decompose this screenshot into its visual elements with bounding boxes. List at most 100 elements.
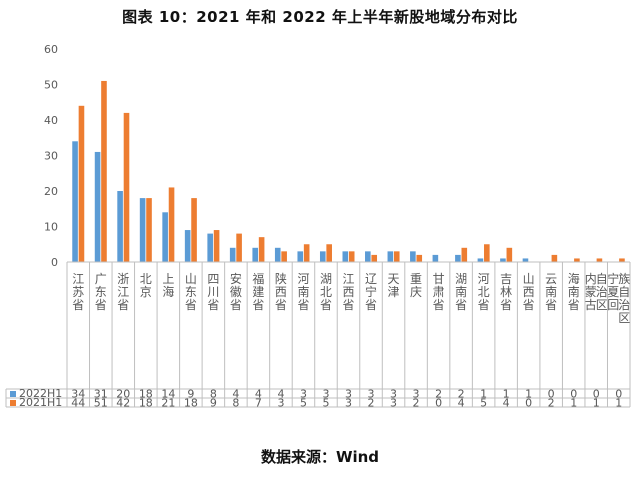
x-tick-label: 四川省: [207, 272, 219, 312]
data-label-2021h1: 1: [615, 397, 622, 410]
bar-2021h1: [619, 258, 625, 262]
bar-2022h1: [297, 251, 304, 262]
legend-label-2022h1: 2022H1: [19, 387, 62, 400]
x-tick-label: 天津: [388, 272, 400, 299]
data-label-2022h1: 3: [300, 388, 307, 401]
x-tick-label: 山东省: [185, 272, 197, 312]
data-label-2022h1: 2: [458, 388, 465, 401]
bar-2022h1: [387, 251, 394, 262]
bar-2022h1: [410, 251, 416, 262]
data-label-2022h1: 0: [570, 388, 577, 401]
data-label-2022h1: 3: [345, 388, 352, 401]
x-tick-label: 江苏省: [72, 272, 84, 312]
x-tick-label: 上海: [162, 272, 174, 299]
data-label-2021h1: 18: [139, 397, 153, 410]
y-tick-label: 60: [44, 43, 58, 56]
bar-2021h1: [123, 112, 130, 263]
bar-2021h1: [574, 258, 580, 262]
data-label-2021h1: 42: [116, 397, 130, 410]
data-label-2021h1: 5: [322, 397, 329, 410]
data-label-2022h1: 9: [187, 388, 194, 401]
legend-swatch-2021h1: [10, 400, 16, 406]
y-tick-label: 50: [44, 79, 58, 92]
data-label-2022h1: 1: [503, 388, 510, 401]
x-tick-label: 内蒙古: [585, 272, 597, 312]
bar-2022h1: [432, 254, 439, 262]
x-tick-label: 湖北省: [320, 271, 332, 312]
data-label-2022h1: 3: [368, 388, 375, 401]
data-label-2021h1: 5: [480, 397, 487, 410]
data-label-2021h1: 3: [345, 397, 352, 410]
data-label-2021h1: 2: [368, 397, 375, 410]
data-label-2021h1: 9: [210, 397, 217, 410]
x-tick-label: 云南省: [545, 272, 557, 312]
x-tick-label: 吉林省: [500, 272, 512, 312]
x-tick-label: 湖南省: [455, 271, 467, 312]
x-tick-label: 福建省: [252, 271, 264, 312]
data-label-2021h1: 0: [525, 397, 532, 410]
bar-2021h1: [281, 251, 287, 262]
bar-2022h1: [229, 247, 236, 262]
bar-2021h1: [146, 198, 152, 262]
bar-2021h1: [236, 233, 242, 262]
x-tick-label: 河南省: [297, 272, 309, 312]
chart-title: 图表 10：2021 年和 2022 年上半年新股地域分布对比: [122, 8, 518, 26]
data-label-2022h1: 8: [210, 388, 217, 401]
data-label-2022h1: 34: [71, 388, 85, 401]
data-label-2021h1: 5: [300, 397, 307, 410]
data-label-2021h1: 21: [161, 397, 175, 410]
x-tick-label: 山西省: [523, 272, 535, 312]
bar-2021h1: [258, 237, 265, 262]
data-label-2022h1: 4: [232, 388, 239, 401]
data-label-2021h1: 4: [458, 397, 465, 410]
data-label-2022h1: 18: [139, 388, 153, 401]
bar-2022h1: [274, 247, 281, 262]
x-tick-label: 海南省: [568, 271, 580, 312]
data-label-2022h1: 3: [390, 388, 397, 401]
x-tick-label: 族自治区: [618, 272, 630, 325]
data-label-2022h1: 4: [277, 388, 284, 401]
data-label-2021h1: 2: [548, 397, 555, 410]
data-label-2022h1: 0: [548, 388, 555, 401]
bar-2022h1: [207, 233, 213, 262]
y-tick-label: 40: [44, 114, 58, 127]
legend-label-2021h1: 2021H1: [19, 396, 62, 409]
x-tick-label: 安徽省: [230, 271, 242, 312]
data-label-2022h1: 31: [94, 388, 108, 401]
data-label-2022h1: 20: [116, 388, 130, 401]
bar-2022h1: [319, 251, 326, 262]
legend-swatch-2022h1: [10, 391, 16, 397]
x-tick-label: 河北省: [478, 272, 490, 312]
bar-2021h1: [326, 244, 332, 262]
bar-2021h1: [101, 80, 107, 262]
data-label-2022h1: 4: [255, 388, 262, 401]
bar-2021h1: [348, 251, 355, 262]
x-tick-label: 重庆: [410, 272, 422, 299]
x-tick-label: 陕西省: [275, 271, 287, 312]
bar-2022h1: [455, 254, 461, 262]
x-tick-label: 浙江省: [117, 272, 129, 312]
data-label-2021h1: 0: [435, 397, 442, 410]
data-label-2021h1: 1: [593, 397, 600, 410]
data-label-2021h1: 44: [71, 397, 85, 410]
y-tick-label: 20: [44, 185, 58, 198]
bar-2021h1: [191, 198, 197, 262]
bar-2022h1: [184, 230, 191, 262]
bar-2022h1: [117, 191, 123, 262]
bar-2022h1: [522, 258, 529, 262]
data-label-2021h1: 3: [277, 397, 284, 410]
bar-2021h1: [213, 230, 220, 262]
data-label-2022h1: 0: [593, 388, 600, 401]
x-tick-label: 甘肃省: [433, 272, 445, 312]
x-tick-label: 宁夏回: [607, 271, 619, 312]
x-tick-label: 自治区: [596, 272, 608, 312]
bar-2021h1: [484, 244, 490, 262]
y-tick-label: 10: [44, 221, 58, 234]
x-tick-label: 辽宁省: [365, 272, 377, 312]
bar-2021h1: [416, 254, 423, 262]
data-source: 数据来源：Wind: [260, 448, 380, 466]
bar-2022h1: [500, 258, 506, 262]
bar-2021h1: [461, 247, 468, 262]
data-label-2022h1: 3: [322, 388, 329, 401]
